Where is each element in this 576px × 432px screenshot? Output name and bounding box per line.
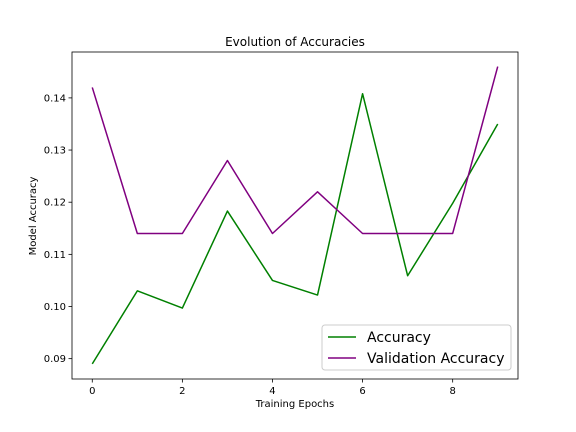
x-tick-label: 6 (359, 386, 365, 397)
y-tick-label: 0.12 (44, 198, 66, 209)
y-tick-label: 0.09 (44, 354, 66, 365)
y-tick-label: 0.13 (44, 146, 66, 157)
y-axis-label: Model Accuracy (28, 176, 39, 255)
x-tick-label: 8 (449, 386, 455, 397)
legend-box (321, 324, 512, 371)
series-line-validation-accuracy (91, 66, 499, 235)
x-tick-label: 0 (89, 386, 95, 397)
plot-area: 0 2 4 6 8 0.09 0.10 0.11 0.12 0.13 0.14 (44, 51, 519, 397)
x-axis-label: Training Epochs (255, 399, 334, 410)
x-tick-label: 4 (269, 386, 275, 397)
y-tick-label: 0.14 (44, 93, 66, 104)
chart-title: Evolution of Accuracies (225, 35, 365, 49)
legend-label: Accuracy (367, 330, 431, 346)
axes-frame (71, 51, 519, 380)
x-tick-label: 2 (179, 386, 185, 397)
legend-label: Validation Accuracy (367, 351, 505, 367)
series-line-accuracy (91, 92, 499, 365)
y-tick-label: 0.10 (44, 302, 66, 313)
y-tick-label: 0.11 (44, 250, 66, 261)
legend: Accuracy Validation Accuracy (321, 324, 512, 371)
